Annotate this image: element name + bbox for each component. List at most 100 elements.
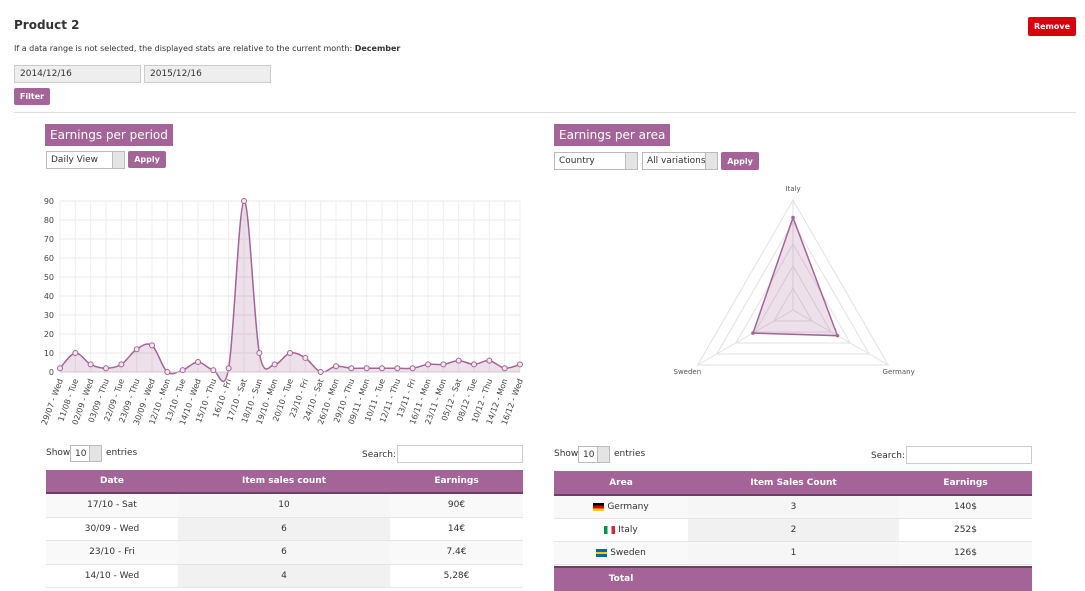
table-cell: Sweden xyxy=(554,542,688,565)
radar-ring xyxy=(773,286,813,322)
table-cell: 6 xyxy=(178,541,390,565)
search-input[interactable] xyxy=(906,446,1032,464)
table-cell: 30/09 - Wed xyxy=(46,517,178,541)
radar-chart: Italy Germany Sweden xyxy=(674,185,915,376)
y-tick-label: 70 xyxy=(44,235,54,244)
cell-text: 252$ xyxy=(954,525,977,535)
remove-button[interactable]: Remove xyxy=(1028,17,1076,36)
cell-text: 7.4€ xyxy=(446,547,467,558)
cell-text: 3 xyxy=(790,502,797,512)
table-cell: 126$ xyxy=(899,542,1032,565)
table-cell: 14/10 - Wed xyxy=(46,564,178,588)
point xyxy=(348,365,355,372)
point xyxy=(179,367,186,374)
note: If a data range is not selected, the dis… xyxy=(14,44,400,53)
length-select[interactable]: 10 xyxy=(70,445,102,462)
apply-button[interactable]: Apply xyxy=(128,151,166,168)
table-cell: 5,28€ xyxy=(390,564,523,588)
filter-button[interactable]: Filter xyxy=(14,88,50,105)
point xyxy=(501,365,508,372)
point xyxy=(225,365,232,372)
radar-label: Germany xyxy=(883,368,915,376)
column-header[interactable]: Date xyxy=(46,470,178,494)
search-label: Search: xyxy=(362,450,396,460)
variation-select[interactable]: All variations xyxy=(642,152,718,170)
point xyxy=(210,367,217,374)
point xyxy=(195,358,201,365)
group-select[interactable]: Country xyxy=(554,152,638,170)
point xyxy=(72,350,79,356)
table-cell: Italy xyxy=(554,519,688,542)
point xyxy=(517,361,523,368)
cell-text: 90€ xyxy=(447,500,466,511)
date-from[interactable]: 2014/12/16 xyxy=(14,65,141,83)
cell-text: 1 xyxy=(790,548,797,558)
cell-text: 6 xyxy=(281,523,287,534)
y-tick-label: 50 xyxy=(44,273,54,282)
point xyxy=(425,361,431,368)
y-tick-label: 40 xyxy=(44,292,54,301)
cell-text: 17/10 - Sat xyxy=(87,500,137,511)
radar-spoke xyxy=(697,309,794,366)
cell-text: Germany xyxy=(607,502,649,512)
entries-label: entries xyxy=(106,448,138,458)
y-tick-label: 80 xyxy=(44,216,54,225)
cell-text: Italy xyxy=(618,525,638,535)
point xyxy=(333,363,339,370)
column-header[interactable]: Earnings xyxy=(899,471,1032,496)
flag xyxy=(596,549,608,557)
radar-spoke xyxy=(792,309,889,366)
flag xyxy=(593,503,605,511)
apply-button[interactable]: Apply xyxy=(721,152,759,170)
month: December xyxy=(354,44,401,53)
date-to[interactable]: 2015/12/16 xyxy=(144,65,271,83)
column-header[interactable]: Item Sales Count xyxy=(688,471,899,496)
radar-ring xyxy=(715,221,871,355)
radar-point xyxy=(791,215,795,220)
table-cell: 10 xyxy=(178,494,390,518)
point xyxy=(440,361,447,368)
column-header[interactable]: Earnings xyxy=(390,470,523,494)
cell-text: Sweden xyxy=(610,548,646,558)
cell-text: 140$ xyxy=(954,502,977,512)
cell-text: 2 xyxy=(790,525,797,535)
area-title: Earnings per area xyxy=(554,124,671,146)
table-cell: 17/10 - Sat xyxy=(46,494,178,518)
table-cell: 2 xyxy=(688,519,899,542)
cell-text: 5,28€ xyxy=(443,570,470,581)
y-tick-label: 90 xyxy=(44,197,54,206)
period-title: Earnings per period xyxy=(45,124,173,146)
point xyxy=(409,365,416,372)
radar-point xyxy=(751,331,755,335)
radar-area xyxy=(751,215,839,337)
cell-text: 126$ xyxy=(954,548,977,558)
show-label: Show xyxy=(554,449,579,459)
cell-text: 30/09 - Wed xyxy=(84,523,140,534)
cell-text: 14€ xyxy=(447,523,466,534)
table-cell: Germany xyxy=(554,496,688,519)
total-label: Total xyxy=(608,573,634,584)
point xyxy=(149,342,155,349)
y-tick-label: 10 xyxy=(44,349,54,358)
point xyxy=(241,198,247,204)
point xyxy=(256,350,263,356)
radar-label: Italy xyxy=(785,185,800,193)
table-cell: 23/10 - Fri xyxy=(46,541,178,565)
column-header[interactable]: Item sales count xyxy=(178,470,390,494)
point xyxy=(317,369,324,375)
view-select[interactable]: Daily View xyxy=(46,151,125,169)
radar-ring xyxy=(696,198,890,366)
cell-text: 23/10 - Fri xyxy=(89,547,135,558)
point xyxy=(118,361,125,368)
search-input[interactable] xyxy=(397,445,523,463)
point xyxy=(287,350,293,356)
cell-text: 10 xyxy=(278,500,290,511)
cell-text: 14/10 - Wed xyxy=(84,570,140,581)
point xyxy=(455,357,462,364)
column-header[interactable]: Area xyxy=(554,471,688,496)
table-cell: 7.4€ xyxy=(390,541,523,565)
cell-text: 6 xyxy=(281,547,287,558)
length-select[interactable]: 10 xyxy=(578,446,610,463)
y-tick-label: 0 xyxy=(49,368,54,377)
